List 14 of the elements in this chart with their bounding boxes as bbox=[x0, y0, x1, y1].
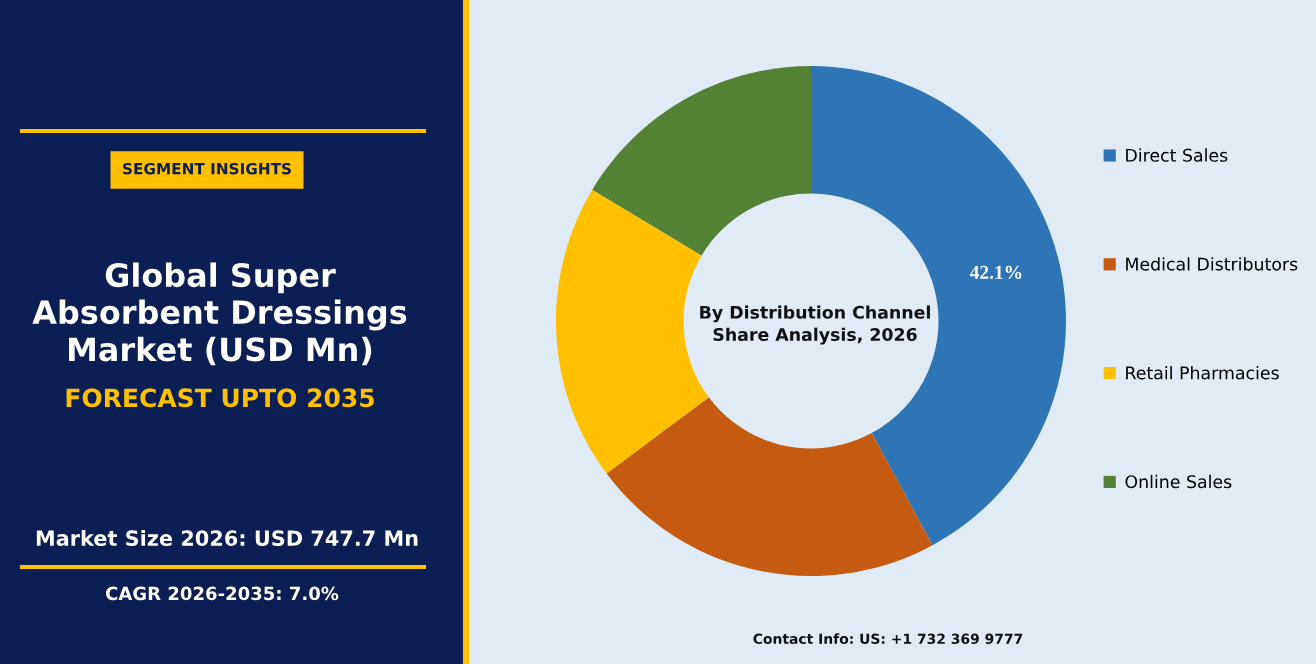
text: Market Size 2026: USD 747.7 Mn bbox=[36, 529, 418, 547]
legend-label: Medical Distributors bbox=[1126, 257, 1298, 271]
legend-label: Direct Sales bbox=[1126, 148, 1228, 162]
legend-label: Retail Pharmacies bbox=[1126, 366, 1279, 380]
donut-slice bbox=[606, 397, 933, 576]
donut-slice bbox=[592, 66, 811, 256]
text: CAGR 2026-2035: 7.0% bbox=[106, 586, 339, 601]
legend-label: Online Sales bbox=[1125, 474, 1232, 489]
text: By Distribution Channel Share Analysis, 2026 bbox=[700, 305, 930, 345]
text: Contact Info: US: +1 732 369 9777 bbox=[753, 633, 1023, 645]
data-label: 42.1% bbox=[969, 265, 1022, 279]
text: FORECAST UPTO 2035 bbox=[66, 388, 374, 408]
text: SEGMENT INSIGHTS bbox=[123, 162, 291, 175]
text: Global Super Absorbent Dressings Market (USD Mn) bbox=[32, 262, 407, 366]
